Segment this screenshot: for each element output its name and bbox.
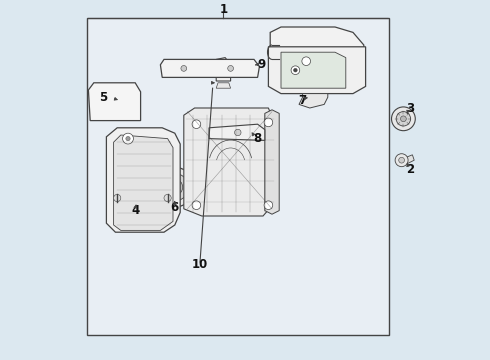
Polygon shape bbox=[184, 108, 275, 216]
Circle shape bbox=[220, 60, 225, 66]
Polygon shape bbox=[114, 135, 173, 230]
Polygon shape bbox=[106, 128, 180, 232]
Polygon shape bbox=[269, 47, 366, 94]
Polygon shape bbox=[216, 58, 231, 81]
Circle shape bbox=[181, 66, 187, 71]
Circle shape bbox=[235, 129, 241, 136]
Polygon shape bbox=[399, 155, 414, 164]
Text: 7: 7 bbox=[298, 94, 307, 107]
Circle shape bbox=[294, 68, 297, 72]
Circle shape bbox=[192, 120, 201, 129]
Circle shape bbox=[399, 157, 404, 163]
Text: 10: 10 bbox=[192, 258, 208, 271]
Text: 8: 8 bbox=[253, 132, 262, 145]
Circle shape bbox=[161, 174, 189, 201]
Circle shape bbox=[192, 201, 201, 210]
Circle shape bbox=[396, 112, 411, 126]
Circle shape bbox=[291, 66, 300, 75]
Polygon shape bbox=[160, 59, 259, 77]
Text: 1: 1 bbox=[220, 3, 227, 15]
Text: 2: 2 bbox=[406, 163, 414, 176]
Polygon shape bbox=[216, 83, 231, 88]
Circle shape bbox=[302, 57, 311, 66]
Bar bbox=[87, 18, 389, 335]
Circle shape bbox=[264, 201, 273, 210]
Circle shape bbox=[167, 179, 183, 195]
Circle shape bbox=[155, 167, 195, 207]
Polygon shape bbox=[299, 94, 328, 108]
Circle shape bbox=[220, 67, 225, 73]
Circle shape bbox=[122, 133, 133, 144]
Polygon shape bbox=[88, 83, 141, 121]
Polygon shape bbox=[270, 27, 364, 58]
Polygon shape bbox=[265, 110, 279, 214]
Circle shape bbox=[114, 194, 121, 202]
Text: 4: 4 bbox=[131, 204, 139, 217]
Polygon shape bbox=[209, 124, 265, 140]
Circle shape bbox=[400, 116, 406, 122]
Circle shape bbox=[395, 154, 408, 167]
Circle shape bbox=[392, 107, 416, 131]
Circle shape bbox=[164, 194, 171, 202]
Polygon shape bbox=[281, 52, 346, 88]
Text: 5: 5 bbox=[98, 91, 107, 104]
Text: 9: 9 bbox=[257, 58, 265, 71]
Text: 3: 3 bbox=[406, 102, 414, 114]
Circle shape bbox=[264, 118, 273, 127]
Text: 6: 6 bbox=[171, 201, 179, 213]
Circle shape bbox=[172, 184, 178, 190]
Circle shape bbox=[228, 66, 233, 71]
Circle shape bbox=[126, 136, 130, 141]
